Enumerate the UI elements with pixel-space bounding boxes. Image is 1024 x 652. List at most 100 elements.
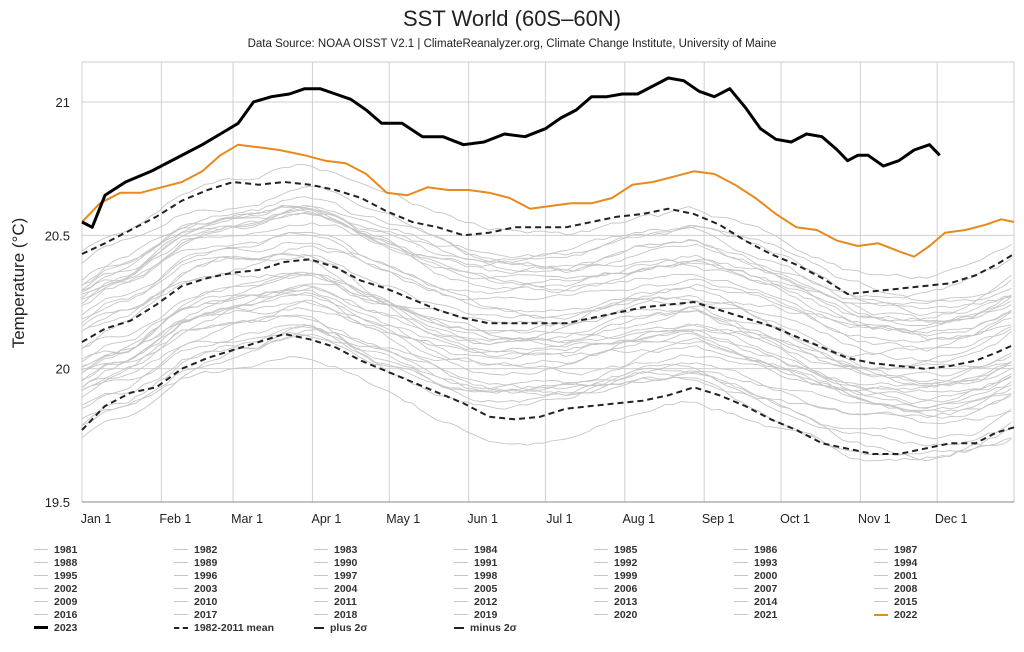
legend-swatch <box>734 601 748 602</box>
legend-swatch <box>734 562 748 563</box>
legend-label: 1995 <box>54 569 78 582</box>
x-tick-label: Jan 1 <box>81 512 112 526</box>
legend-label: minus 2σ <box>470 621 517 634</box>
year-line-1987 <box>81 324 1012 440</box>
legend-swatch <box>454 588 468 589</box>
legend-item: 1995 <box>34 569 77 582</box>
legend-swatch <box>314 626 324 629</box>
legend-label: 2017 <box>194 608 218 621</box>
year-line-2010 <box>81 209 1012 333</box>
legend-item: 2007 <box>734 582 777 595</box>
legend-item: 1990 <box>314 556 357 569</box>
legend-swatch <box>594 614 608 615</box>
legend-item: 2013 <box>594 595 637 608</box>
y-tick-label: 20.5 <box>45 228 70 243</box>
year-line-2007 <box>81 231 1012 358</box>
year-line-1981 <box>81 356 1012 462</box>
legend-item: 2017 <box>174 608 217 621</box>
legend-label: 1985 <box>614 543 638 556</box>
year-line-2006 <box>81 252 1012 340</box>
legend-item: 1991 <box>454 556 497 569</box>
year-line-2012 <box>81 211 1012 334</box>
year-line-2021 <box>81 163 1012 280</box>
series-line-minus-2- <box>81 333 1015 455</box>
legend-swatch <box>174 549 188 550</box>
legend-swatch <box>34 614 48 615</box>
legend-item: 2003 <box>174 582 217 595</box>
legend-label: 2002 <box>54 582 78 595</box>
x-tick-label: Sep 1 <box>702 512 735 526</box>
legend-swatch <box>594 562 608 563</box>
legend-label: 2021 <box>754 608 778 621</box>
year-line-2015 <box>81 208 1012 322</box>
legend-item: 1986 <box>734 543 777 556</box>
axes: Jan 1 Feb 1 Mar 1 Apr 1 May 1 Jun 1 Jul 1 Aug 1… <box>45 95 1014 526</box>
legend-label: 1998 <box>474 569 498 582</box>
y-tick-label: 19.5 <box>45 495 70 510</box>
legend-item: minus 2σ <box>454 621 517 634</box>
year-line-1982 <box>81 333 1012 462</box>
legend-label: 2011 <box>334 595 357 608</box>
legend-label: 2000 <box>754 569 778 582</box>
legend-item: 2005 <box>454 582 497 595</box>
legend-label: 2005 <box>474 582 498 595</box>
legend-item: 1999 <box>594 569 637 582</box>
legend-label: 1988 <box>54 556 78 569</box>
legend-label: 1982 <box>194 543 218 556</box>
year-line-2008 <box>81 254 1012 352</box>
background-year-lines <box>81 163 1012 462</box>
legend-label: 2006 <box>614 582 638 595</box>
legend-label: 1983 <box>334 543 358 556</box>
chart-title: SST World (60S–60N) <box>402 6 622 31</box>
y-tick-label: 21 <box>56 95 70 110</box>
x-tick-label: Mar 1 <box>231 512 263 526</box>
legend-item: 2019 <box>454 608 497 621</box>
legend-item: 1982-2011 mean <box>174 621 274 634</box>
legend-swatch <box>314 562 328 563</box>
legend-item: 1988 <box>34 556 77 569</box>
year-line-2004 <box>81 241 1012 343</box>
legend-item: 2023 <box>34 621 77 634</box>
legend-swatch <box>454 575 468 576</box>
legend-label: 1991 <box>474 556 498 569</box>
legend-swatch <box>594 601 608 602</box>
year-line-1986 <box>81 292 1012 418</box>
series-line-1982-2011-mean <box>81 258 1015 370</box>
legend-swatch <box>34 549 48 550</box>
legend-label: 1999 <box>614 569 638 582</box>
legend-swatch <box>454 601 468 602</box>
legend-label: 2019 <box>474 608 498 621</box>
legend-swatch <box>874 588 888 589</box>
legend-swatch <box>594 575 608 576</box>
legend-item: 2000 <box>734 569 777 582</box>
legend-label: 2007 <box>754 582 778 595</box>
legend-swatch <box>34 588 48 589</box>
legend-swatch <box>174 626 188 629</box>
legend-label: 1989 <box>194 556 218 569</box>
legend-item: 2015 <box>874 595 917 608</box>
legend-swatch <box>34 626 48 629</box>
legend-swatch <box>734 588 748 589</box>
legend-label: 2020 <box>614 608 638 621</box>
legend-item: 2008 <box>874 582 917 595</box>
legend-label: 2014 <box>754 595 778 608</box>
legend-item: 1997 <box>314 569 357 582</box>
x-tick-label: Jul 1 <box>546 512 572 526</box>
year-line-1996 <box>81 285 1012 403</box>
legend-swatch <box>314 549 328 550</box>
year-line-1993 <box>81 301 1012 388</box>
year-line-2002 <box>81 272 1012 363</box>
legend-label: 1992 <box>614 556 638 569</box>
chart-plot: Jan 1 Feb 1 Mar 1 Apr 1 May 1 Jun 1 Jul 1 Aug 1… <box>9 61 1015 526</box>
year-line-1992 <box>81 332 1012 413</box>
legend-label: 1981 <box>54 543 78 556</box>
year-line-1991 <box>81 299 1012 405</box>
legend-item: 1984 <box>454 543 497 556</box>
year-line-1989 <box>81 324 1012 425</box>
legend-item: 2011 <box>314 595 357 608</box>
legend-item: 2006 <box>594 582 637 595</box>
legend-label: 1987 <box>894 543 918 556</box>
legend-swatch <box>734 614 748 615</box>
legend-item: 2021 <box>734 608 777 621</box>
year-line-2017 <box>81 206 1012 322</box>
